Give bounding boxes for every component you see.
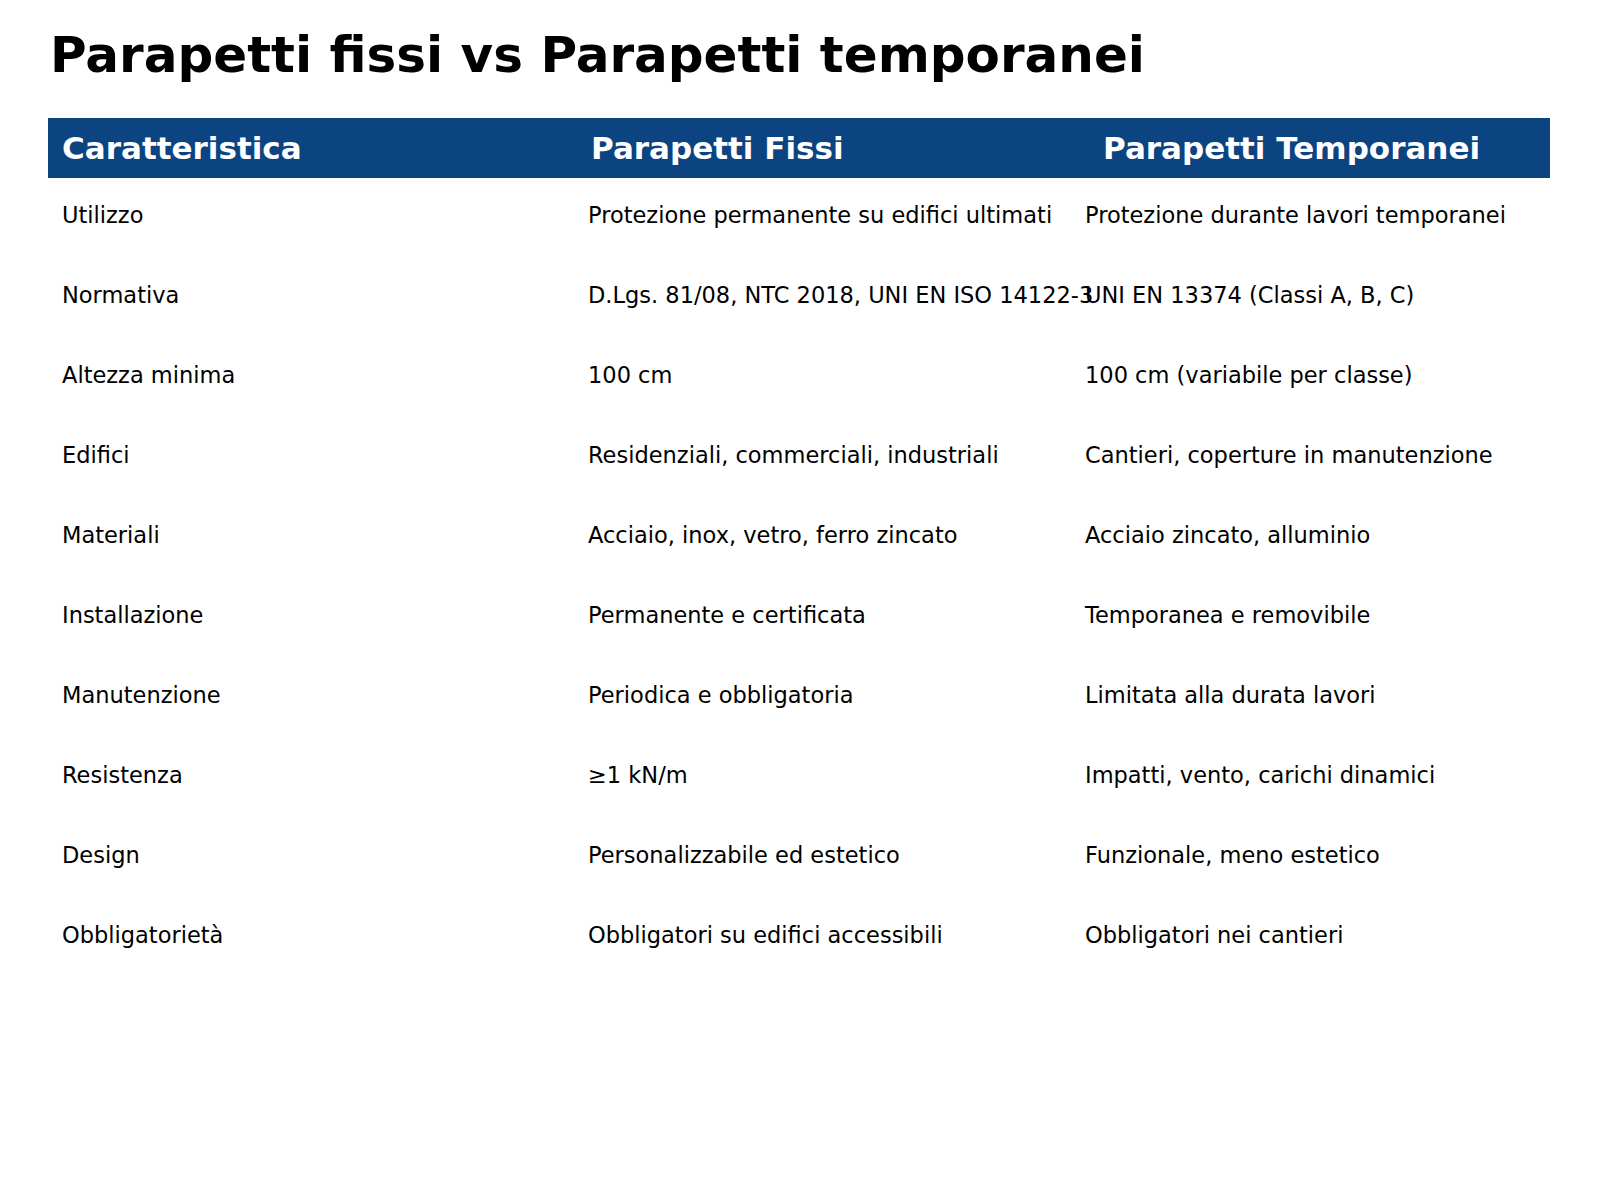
- cell-parapetti-temporanei: 100 cm (variabile per classe): [1085, 362, 1413, 388]
- cell-caratteristica: Resistenza: [62, 762, 183, 788]
- cell-parapetti-temporanei: UNI EN 13374 (Classi A, B, C): [1085, 282, 1414, 308]
- cell-parapetti-fissi: Residenziali, commerciali, industriali: [588, 442, 999, 468]
- table-row: Edifici Residenziali, commerciali, indust…: [0, 415, 1600, 495]
- cell-parapetti-temporanei: Impatti, vento, carichi dinamici: [1085, 762, 1435, 788]
- table-row: Installazione Permanente e certificata Tem…: [0, 575, 1600, 655]
- table-row: Manutenzione Periodica e obbligatoria Limi…: [0, 655, 1600, 735]
- cell-parapetti-temporanei: Obbligatori nei cantieri: [1085, 922, 1343, 948]
- cell-parapetti-temporanei: Funzionale, meno estetico: [1085, 842, 1380, 868]
- cell-caratteristica: Utilizzo: [62, 202, 143, 228]
- table-row: Utilizzo Protezione permanente su edifici…: [0, 175, 1600, 255]
- cell-caratteristica: Installazione: [62, 602, 203, 628]
- table-row: Design Personalizzabile ed estetico Funzio…: [0, 815, 1600, 895]
- table-row: Resistenza ≥1 kN/m Impatti, vento, carichi…: [0, 735, 1600, 815]
- cell-parapetti-temporanei: Limitata alla durata lavori: [1085, 682, 1376, 708]
- table-header-row: Caratteristica Parapetti Fissi Parapetti…: [48, 118, 1550, 178]
- cell-caratteristica: Normativa: [62, 282, 179, 308]
- cell-caratteristica: Altezza minima: [62, 362, 235, 388]
- table-row: Altezza minima 100 cm 100 cm (variabile pe…: [0, 335, 1600, 415]
- cell-parapetti-fissi: Acciaio, inox, vetro, ferro zincato: [588, 522, 957, 548]
- cell-parapetti-temporanei: Acciaio zincato, alluminio: [1085, 522, 1370, 548]
- cell-parapetti-fissi: Obbligatori su edifici accessibili: [588, 922, 943, 948]
- cell-parapetti-fissi: Periodica e obbligatoria: [588, 682, 854, 708]
- cell-parapetti-temporanei: Protezione durante lavori temporanei: [1085, 202, 1506, 228]
- cell-parapetti-fissi: Personalizzabile ed estetico: [588, 842, 900, 868]
- cell-caratteristica: Design: [62, 842, 140, 868]
- cell-parapetti-temporanei: Temporanea e removibile: [1085, 602, 1370, 628]
- cell-parapetti-fissi: 100 cm: [588, 362, 672, 388]
- cell-parapetti-fissi: Permanente e certificata: [588, 602, 866, 628]
- cell-parapetti-temporanei: Cantieri, coperture in manutenzione: [1085, 442, 1493, 468]
- table-body: Utilizzo Protezione permanente su edifici…: [0, 175, 1600, 975]
- cell-parapetti-fissi: Protezione permanente su edifici ultimat…: [588, 202, 1052, 228]
- table-row: Obbligatorietà Obbligatori su edifici acc…: [0, 895, 1600, 975]
- page-title: Parapetti fissi vs Parapetti temporanei: [50, 27, 1145, 85]
- cell-caratteristica: Manutenzione: [62, 682, 221, 708]
- cell-caratteristica: Edifici: [62, 442, 130, 468]
- comparison-table-figure: Parapetti fissi vs Parapetti temporanei …: [0, 0, 1600, 1200]
- cell-parapetti-fissi: ≥1 kN/m: [588, 762, 688, 788]
- table-row: Materiali Acciaio, inox, vetro, ferro zin…: [0, 495, 1600, 575]
- column-header-parapetti-temporanei: Parapetti Temporanei: [1103, 130, 1480, 166]
- column-header-parapetti-fissi: Parapetti Fissi: [591, 130, 844, 166]
- table-row: Normativa D.Lgs. 81/08, NTC 2018, UNI EN …: [0, 255, 1600, 335]
- column-header-caratteristica: Caratteristica: [62, 130, 302, 166]
- cell-caratteristica: Materiali: [62, 522, 160, 548]
- cell-caratteristica: Obbligatorietà: [62, 922, 223, 948]
- cell-parapetti-fissi: D.Lgs. 81/08, NTC 2018, UNI EN ISO 14122…: [588, 282, 1093, 308]
